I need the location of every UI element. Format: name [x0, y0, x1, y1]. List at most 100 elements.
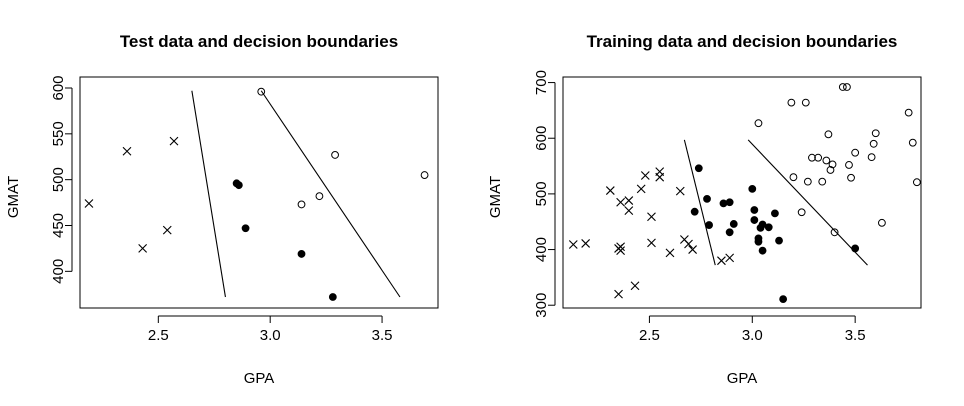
filled-circle-marker — [328, 293, 337, 301]
x-marker — [614, 289, 623, 299]
open-circle-marker — [803, 177, 812, 186]
y-tick-label: 700 — [533, 70, 550, 95]
filled-circle-marker — [758, 246, 767, 255]
x-marker — [640, 171, 650, 180]
x-marker — [138, 244, 148, 253]
open-circle-marker — [878, 218, 886, 227]
open-circle-marker — [826, 166, 835, 174]
filled-circle-marker — [750, 206, 759, 214]
x-marker — [162, 225, 172, 235]
decision-boundary-line — [747, 139, 868, 266]
open-circle-marker — [904, 108, 913, 117]
x-marker — [655, 172, 665, 182]
chart-title: Training data and decision boundaries — [587, 32, 898, 51]
x-tick-label: 3.0 — [742, 327, 763, 344]
decision-boundaries — [191, 90, 401, 298]
x-marker — [581, 239, 591, 248]
chart-title: Test data and decision boundaries — [120, 32, 398, 51]
filled-circle-marker — [725, 228, 734, 237]
filled-circle-marker — [775, 236, 783, 245]
filled-circle-marker — [729, 220, 738, 228]
x-axis-label: GPA — [727, 370, 758, 387]
filled-circle-marker — [748, 184, 757, 193]
decision-boundary-line — [191, 90, 226, 298]
filled-circle-marker — [241, 224, 250, 233]
y-axis-label: GMAT — [487, 176, 504, 218]
open-circle-marker — [797, 208, 806, 217]
filled-circle-marker — [694, 164, 703, 173]
x-tick-label: 2.5 — [639, 327, 660, 344]
axis-ticks: 2.5 3.0 3.5 300 400 500 600 700 — [533, 70, 866, 344]
y-axis-label: GMAT — [5, 176, 22, 218]
x-tick-label: 3.0 — [260, 327, 281, 344]
filled-circle-marker — [779, 295, 788, 303]
filled-circle-marker — [771, 209, 779, 218]
x-axis-label: GPA — [244, 370, 275, 387]
test-data-panel: Test data and decision boundaries GPA GM… — [5, 32, 439, 387]
open-circle-marker — [814, 153, 823, 162]
plot-frame — [562, 76, 922, 309]
filled-circle-marker — [703, 195, 711, 203]
filled-circle-marker — [234, 181, 243, 190]
x-marker — [616, 242, 625, 252]
filled-circle-marker — [725, 198, 734, 207]
open-circle-marker — [843, 83, 851, 91]
decision-boundary-line — [260, 90, 401, 298]
x-marker — [647, 212, 656, 222]
filled-circle-marker — [758, 220, 767, 229]
x-marker — [122, 146, 132, 156]
open-circle-marker — [830, 228, 839, 237]
open-circle-marker — [851, 148, 860, 157]
y-tick-label: 550 — [50, 121, 67, 146]
x-tick-label: 3.5 — [845, 327, 866, 344]
filled-circle-marker — [297, 250, 306, 258]
open-circle-marker — [420, 171, 429, 179]
filled-circle-marker — [764, 223, 773, 232]
open-circle-marker — [845, 161, 853, 169]
x-marker — [169, 136, 179, 146]
open-circle-marker — [257, 87, 266, 96]
open-circle-marker — [908, 138, 917, 147]
plot-frame — [79, 76, 439, 309]
x-marker — [665, 248, 675, 258]
x-marker — [624, 206, 634, 215]
open-circle-marker — [838, 83, 847, 91]
x-tick-label: 2.5 — [148, 327, 169, 344]
training-data-panel: Training data and decision boundaries GP… — [487, 32, 922, 387]
x-marker — [636, 184, 646, 194]
y-tick-label: 600 — [533, 126, 550, 151]
y-tick-label: 450 — [50, 213, 67, 238]
open-circle-marker — [847, 173, 855, 182]
open-circle-marker — [818, 177, 827, 186]
x-marker — [630, 281, 640, 291]
filled-circle-marker — [754, 234, 763, 243]
open-circle-marker — [801, 98, 810, 107]
open-circle-marker — [828, 160, 837, 169]
x-marker — [675, 186, 685, 196]
open-circle-marker — [869, 139, 878, 148]
open-circle-marker — [912, 178, 921, 187]
decision-boundaries — [683, 139, 868, 266]
x-marker — [647, 238, 656, 248]
filled-circle-marker — [851, 244, 860, 253]
open-circle-marker — [331, 151, 339, 159]
data-points — [84, 87, 429, 301]
y-tick-label: 500 — [50, 167, 67, 192]
y-tick-label: 300 — [533, 293, 550, 318]
open-circle-marker — [808, 153, 816, 162]
data-points — [568, 83, 921, 303]
filled-circle-marker — [719, 199, 728, 208]
y-tick-label: 400 — [50, 259, 67, 284]
x-marker — [84, 199, 94, 208]
x-marker — [624, 196, 634, 205]
x-marker — [605, 186, 615, 195]
open-circle-marker — [754, 119, 763, 128]
x-marker — [717, 256, 726, 266]
x-marker — [688, 245, 698, 254]
y-tick-label: 500 — [533, 181, 550, 206]
open-circle-marker — [871, 129, 880, 138]
open-circle-marker — [822, 156, 831, 165]
filled-circle-marker — [705, 221, 713, 229]
x-marker — [616, 246, 625, 256]
x-marker — [684, 239, 693, 249]
